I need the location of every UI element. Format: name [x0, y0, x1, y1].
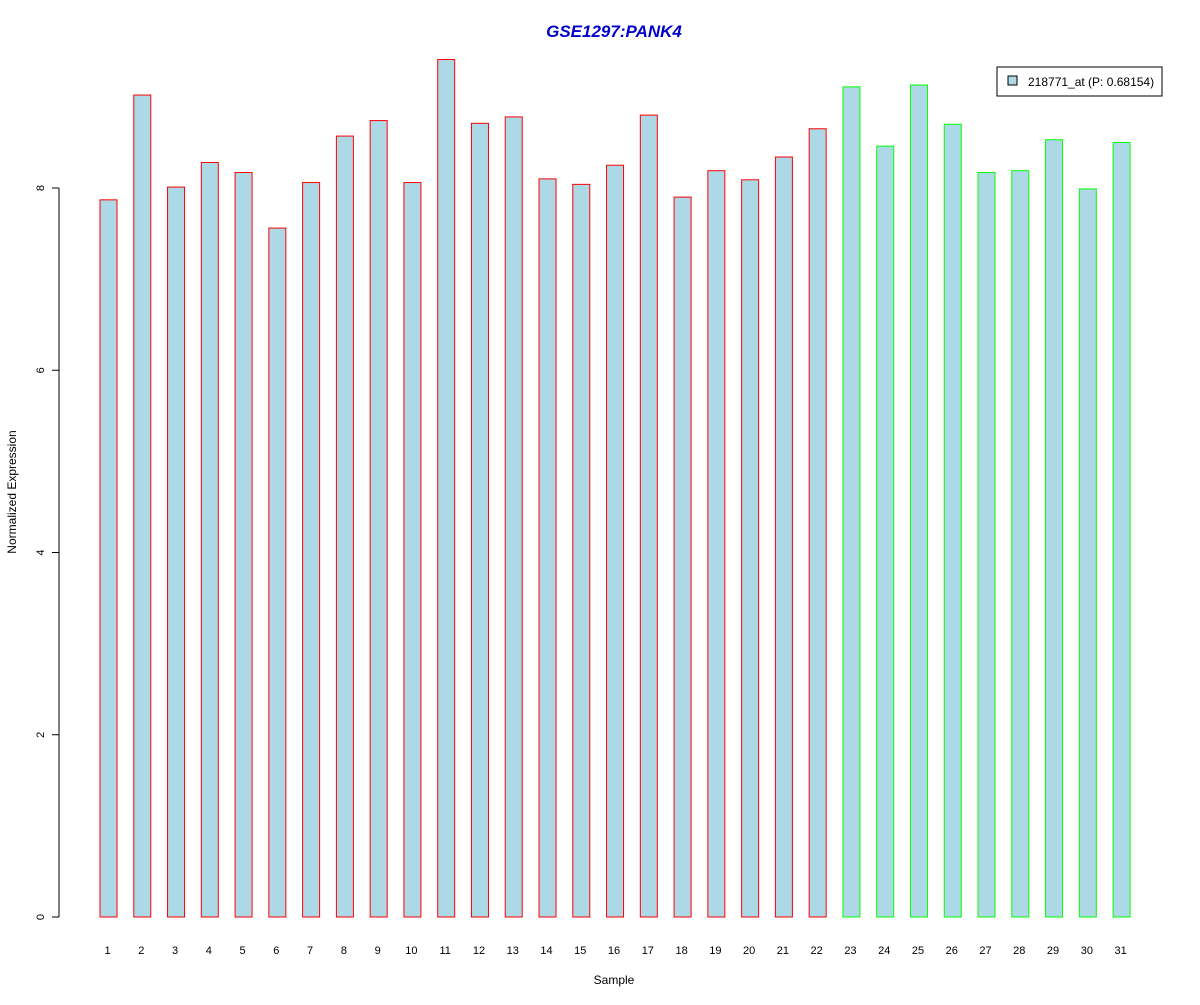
x-tick-label: 2 — [138, 945, 144, 957]
x-tick-label: 17 — [642, 945, 654, 957]
x-tick-label: 11 — [439, 945, 450, 957]
bar-sample-21 — [774, 156, 793, 918]
x-tick-label: 9 — [375, 945, 381, 957]
bar-sample-15 — [572, 183, 591, 918]
y-axis-label: Normalized Expression — [5, 430, 19, 553]
x-tick-label: 24 — [878, 945, 890, 957]
chart-title: GSE1297:PANK4 — [546, 22, 682, 41]
bar-sample-3 — [167, 186, 186, 918]
x-tick-label: 27 — [979, 945, 991, 957]
bar-sample-23 — [842, 86, 861, 918]
bar-sample-26 — [943, 123, 962, 918]
x-axis-label: Sample — [594, 973, 635, 987]
legend-box — [996, 66, 1163, 97]
x-tick-label: 14 — [540, 945, 552, 957]
bar-sample-11 — [437, 59, 456, 918]
x-tick-label: 8 — [341, 945, 347, 957]
bar-sample-6 — [268, 227, 287, 918]
bar-sample-9 — [369, 120, 388, 918]
x-tick-label: 29 — [1047, 945, 1059, 957]
x-tick-label: 20 — [743, 945, 755, 957]
x-tick-label: 31 — [1114, 945, 1126, 957]
x-tick-label: 15 — [574, 945, 586, 957]
bar-sample-25 — [909, 84, 928, 918]
x-tick-label: 30 — [1081, 945, 1093, 957]
bar-sample-7 — [302, 182, 321, 918]
bar-sample-16 — [606, 164, 625, 918]
bar-sample-14 — [538, 178, 557, 918]
x-tick-label: 5 — [240, 945, 246, 957]
x-tick-label: 21 — [777, 945, 789, 957]
y-tick-label: 0 — [35, 914, 47, 920]
bar-sample-4 — [200, 161, 219, 918]
x-tick-label: 18 — [675, 945, 687, 957]
bar-sample-29 — [1045, 139, 1064, 918]
legend-label: 218771_at (P: 0.68154) — [1028, 75, 1154, 89]
bar-sample-18 — [673, 196, 692, 918]
legend: 218771_at (P: 0.68154) — [996, 66, 1163, 97]
bar-sample-2 — [133, 94, 152, 918]
x-tick-label: 26 — [946, 945, 958, 957]
x-tick-label: 13 — [507, 945, 519, 957]
y-tick-label: 8 — [35, 185, 47, 191]
bar-sample-12 — [470, 122, 489, 918]
bar-sample-10 — [403, 182, 422, 918]
bar-sample-13 — [504, 116, 523, 918]
bar-sample-17 — [639, 114, 658, 918]
bar-sample-24 — [876, 145, 895, 918]
bar-sample-30 — [1078, 188, 1097, 918]
x-tick-label: 3 — [172, 945, 178, 957]
bar-sample-8 — [335, 135, 354, 918]
x-tick-label: 28 — [1013, 945, 1025, 957]
x-tick-label: 12 — [473, 945, 485, 957]
bar-sample-20 — [741, 179, 760, 918]
bar-sample-5 — [234, 172, 253, 918]
bar-sample-22 — [808, 128, 827, 918]
bar-sample-19 — [707, 170, 726, 918]
y-tick-label: 2 — [35, 732, 47, 738]
y-tick-label: 4 — [35, 549, 47, 555]
x-tick-label: 4 — [206, 945, 212, 957]
x-tick-label: 10 — [405, 945, 417, 957]
x-axis-tick-labels: 1 2 3 4 5 6 7 8 9 10 11 12 13 14 15 16 17 18 19 20 21 22 23 24 2… — [104, 945, 1126, 957]
bar-sample-27 — [977, 172, 996, 918]
legend-swatch — [1007, 75, 1018, 86]
x-tick-label: 16 — [608, 945, 620, 957]
x-tick-label: 25 — [912, 945, 924, 957]
x-tick-label: 1 — [104, 945, 110, 957]
bars-group — [99, 59, 1131, 918]
x-tick-label: 22 — [811, 945, 823, 957]
bar-sample-31 — [1112, 141, 1131, 918]
y-axis-ticks: 0 2 4 6 8 — [35, 185, 59, 920]
x-tick-label: 6 — [273, 945, 279, 957]
x-tick-label: 23 — [844, 945, 856, 957]
y-tick-label: 6 — [35, 367, 47, 373]
bar-sample-1 — [99, 199, 118, 918]
x-tick-label: 7 — [307, 945, 313, 957]
bar-sample-28 — [1011, 170, 1030, 918]
x-tick-label: 19 — [709, 945, 721, 957]
